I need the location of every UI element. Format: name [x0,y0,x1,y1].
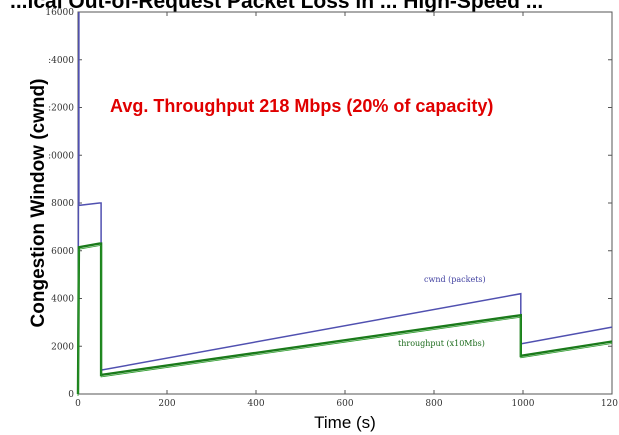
y-tick-label: 2000 [51,342,74,352]
y-tick-label: 4000 [51,295,74,305]
chart-title: ...ical Out-of-Request Packet Loss in ..… [10,0,543,13]
x-tick-label: 800 [425,399,442,409]
plot-frame [77,11,613,395]
throughput-annotation: Avg. Throughput 218 Mbps (20% of capacit… [110,96,493,116]
y-axis: 0 2000 4000 6000 8000 :0000 :2000 :4000 16000 [45,8,612,400]
x-tick-label: 0 [75,399,81,409]
y-tick-label: 8000 [51,199,74,209]
series-label-cwnd: cwnd (packets) [424,275,486,284]
series-layer [76,11,613,397]
x-axis-label: Time (s) [314,413,376,432]
y-tick-label: 6000 [51,247,74,257]
x-tick-label: 400 [247,399,264,409]
series-label-throughput: throughput (x10Mbs) [398,339,485,348]
x-tick-label: 1000 [512,399,535,409]
x-axis: 0 200 400 600 800 1000 120 [75,12,618,409]
y-tick-label: :0000 [48,151,74,161]
series-line-throughput-shadow [77,245,613,397]
y-tick-label: :4000 [48,56,74,66]
series-line-cwnd [77,11,613,395]
y-tick-label: 16000 [45,8,74,18]
y-axis-label: Congestion Window (cwnd) [28,79,49,328]
series-line-throughput [76,242,613,395]
x-tick-label: 200 [158,399,175,409]
x-tick-label: 120 [601,399,618,409]
y-tick-label: :2000 [48,104,74,114]
x-tick-label: 600 [336,399,353,409]
y-tick-label: 0 [68,390,74,400]
